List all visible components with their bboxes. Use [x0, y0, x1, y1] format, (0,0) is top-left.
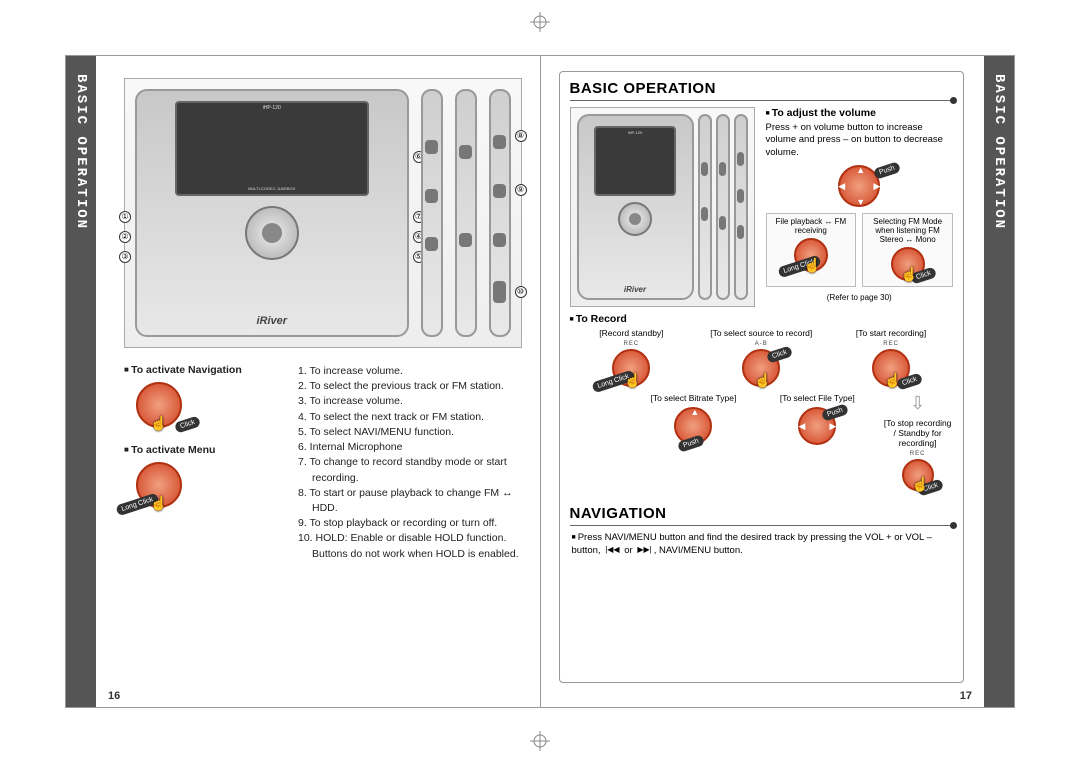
prev-icon: |◀◀: [603, 545, 621, 556]
side-tab-left: BASIC OPERATION: [66, 56, 96, 707]
page-left: BASIC OPERATION 16 iHP-120 MULTI-CODEC J…: [65, 55, 540, 708]
crop-mark-top: [530, 12, 550, 32]
wheel-icon-standby: Long Click ☝: [612, 349, 650, 387]
refer-page: (Refer to page 30): [766, 293, 954, 302]
page-number-left: 16: [108, 690, 120, 702]
wheel-icon-source: Click ☝: [742, 349, 780, 387]
hand-icon: ☝: [150, 495, 167, 512]
numbered-instructions: 1. To increase volume. 2. To select the …: [284, 364, 522, 562]
callout-8: ⑧: [515, 130, 527, 142]
callout-10: ⑩: [515, 286, 527, 298]
page-right: BASIC OPERATION 17 BASIC OPERATION iHP-1…: [540, 55, 1016, 708]
pair-file-fm: File playback ↔ FM receiving Long Click …: [766, 213, 857, 287]
wheel-icon-filetype: ◀ ▶ Push: [798, 407, 836, 445]
device-wheel-small: [618, 202, 652, 236]
next-icon: ▶▶|: [635, 545, 653, 556]
click-badge: Click: [174, 415, 201, 433]
navigation-text: Press NAVI/MENU button and find the desi…: [570, 532, 954, 558]
device-logo-small: iRiver: [624, 285, 646, 294]
wheel-icon-start: Click ☝: [872, 349, 910, 387]
adjust-volume-desc: Press + on volume button to increase vol…: [766, 122, 954, 159]
device-screen-small: iHP-120: [594, 126, 675, 196]
callout-3: ③: [119, 251, 131, 263]
device-front-small: iHP-120 iRiver: [577, 114, 694, 300]
push-badge: Push: [873, 161, 901, 179]
device-screen: iHP-120 MULTI-CODEC JUKEBOX: [175, 101, 369, 196]
wheel-icon-menu: Long Click ☝: [136, 462, 182, 508]
callout-9: ⑨: [515, 184, 527, 196]
rec-source-cell: [To select source to record] A-B Click ☝: [699, 328, 823, 389]
side-tab-right: BASIC OPERATION: [984, 56, 1014, 707]
wheel-icon-nav: Click ☝: [136, 382, 182, 428]
navigation-heading: NAVIGATION: [570, 505, 954, 526]
to-record-title: To Record: [570, 313, 954, 325]
rec-start-cell: [To start recording] REC Click ☝: [829, 328, 953, 389]
left-text-area: To activate Navigation Click ☝ To activa…: [124, 364, 522, 683]
rec-standby-cell: [Record standby] REC Long Click ☝: [570, 328, 694, 389]
basic-op-heading: BASIC OPERATION: [570, 80, 954, 101]
wheel-icon-pair2: Click ☝: [891, 247, 925, 281]
crop-mark-bottom: [530, 731, 550, 751]
adjust-volume-title: To adjust the volume: [766, 107, 954, 119]
wheel-icon-bitrate: ▲ ▼ Push: [674, 407, 712, 445]
page-number-right: 17: [960, 690, 972, 702]
device-front: iHP-120 MULTI-CODEC JUKEBOX iRiver ① ② ③…: [135, 89, 409, 337]
page-spread: BASIC OPERATION 16 iHP-120 MULTI-CODEC J…: [65, 55, 1015, 708]
device-diagram-small: iHP-120 iRiver: [570, 107, 755, 307]
device-diagram: iHP-120 MULTI-CODEC JUKEBOX iRiver ① ② ③…: [124, 78, 522, 348]
hand-icon: ☝: [150, 415, 167, 432]
device-side-1: [421, 89, 443, 337]
arrow-down-icon: ⇩: [910, 393, 925, 414]
rec-bitrate-cell: [To select Bitrate Type] ▲ ▼ Push: [634, 393, 752, 447]
pair-fm-mode: Selecting FM Mode when listening FM Ster…: [862, 213, 953, 287]
wheel-icon-stop: Click ☝: [902, 459, 934, 491]
wheel-icon-pair1: Long Click ☝: [794, 238, 828, 272]
rec-filetype-cell: [To select File Type] ◀ ▶ Push: [758, 393, 876, 447]
callout-2: ②: [119, 231, 131, 243]
device-wheel: [245, 206, 299, 260]
right-content-box: BASIC OPERATION iHP-120 iRiver: [559, 71, 965, 683]
activate-nav-title: To activate Navigation: [124, 364, 284, 376]
device-side-2: [455, 89, 477, 337]
device-side-3: ⑧ ⑨ ⑩: [489, 89, 511, 337]
rec-arrow-cell: ⇩ [To stop recording / Standby for recor…: [882, 393, 953, 493]
callout-1: ①: [119, 211, 131, 223]
activate-menu-title: To activate Menu: [124, 444, 284, 456]
wheel-icon-volume: ▲ ▼ ◀ ▶ Push: [838, 165, 880, 207]
device-logo: iRiver: [256, 315, 287, 327]
